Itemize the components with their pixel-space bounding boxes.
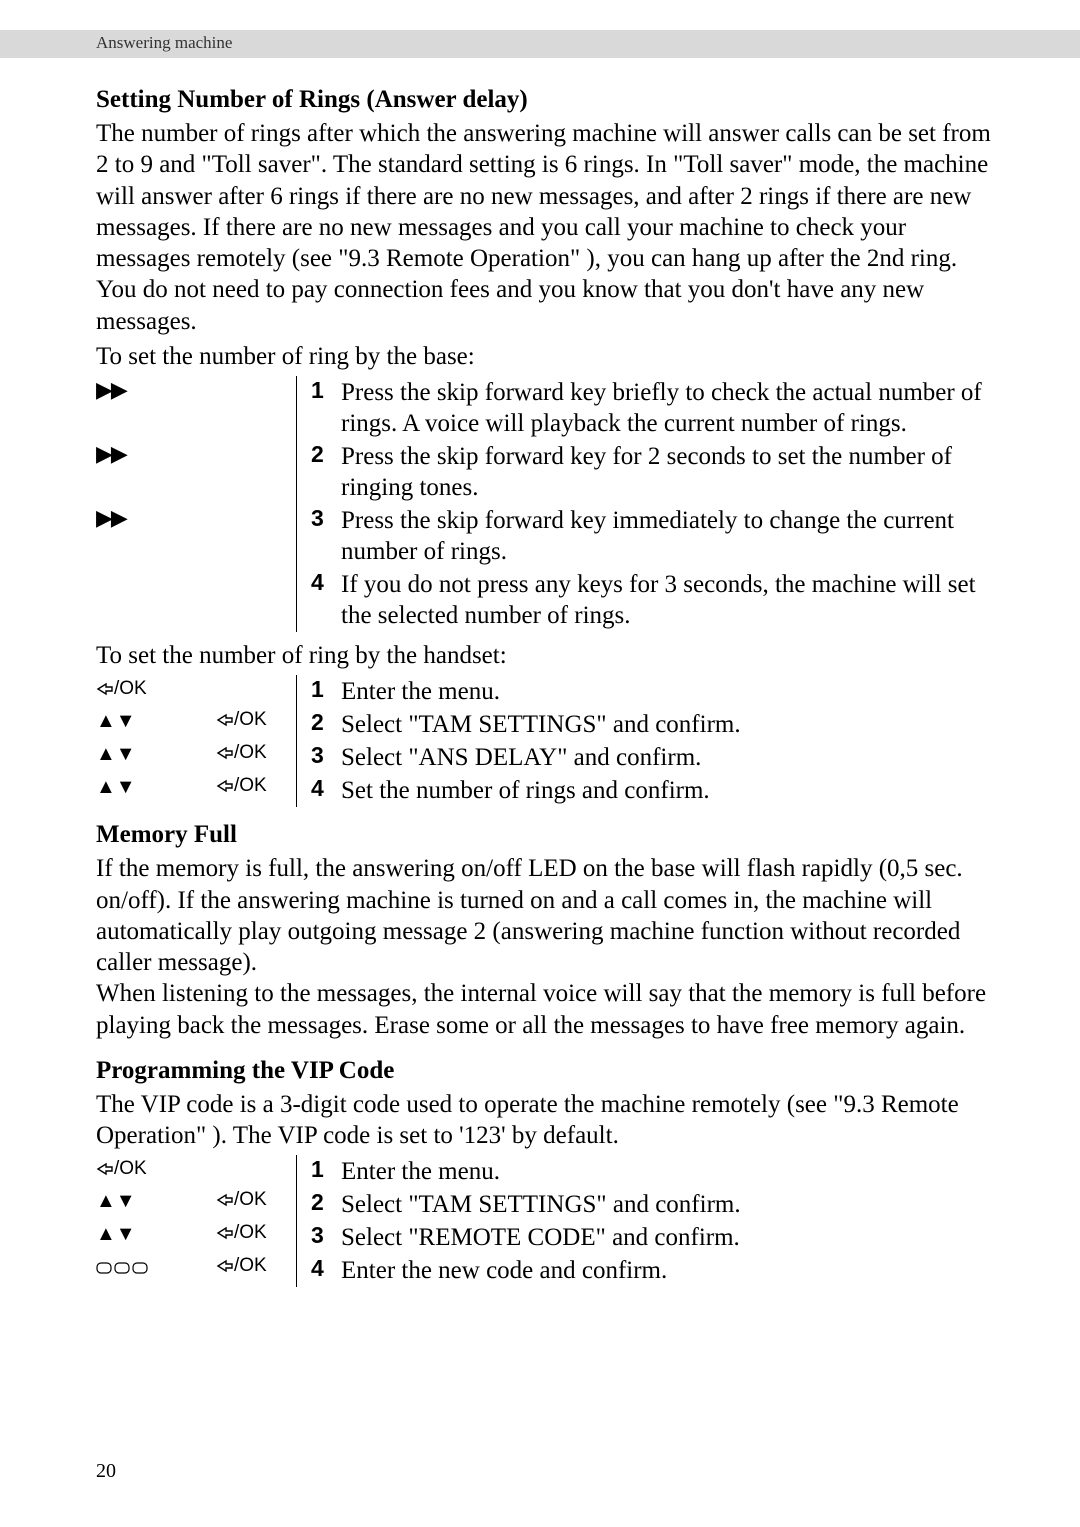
step-row: ▲▼ /OK 2 Select "TAM SETTINGS" and confi… bbox=[96, 1188, 741, 1221]
section-title-vip-code: Programming the VIP Code bbox=[96, 1057, 996, 1085]
para-answer-delay: The number of rings after which the answ… bbox=[96, 118, 996, 337]
step-text: Press the skip forward key for 2 seconds… bbox=[341, 440, 996, 504]
step-number: 2 bbox=[311, 440, 341, 504]
para-vip-code: The VIP code is a 3-digit code used to o… bbox=[96, 1089, 996, 1152]
steps-vip: /OK 1 Enter the menu. ▲▼ /OK 2 Select "T… bbox=[96, 1155, 741, 1287]
step-row: /OK 1 Enter the menu. bbox=[96, 1155, 741, 1188]
step-number: 4 bbox=[311, 1254, 341, 1287]
step-number: 2 bbox=[311, 1188, 341, 1221]
step-text: Enter the menu. bbox=[341, 1155, 741, 1188]
step-text: Set the number of rings and confirm. bbox=[341, 774, 741, 807]
step-text: If you do not press any keys for 3 secon… bbox=[341, 568, 996, 632]
step-text: Enter the new code and confirm. bbox=[341, 1254, 741, 1287]
page-content: Setting Number of Rings (Answer delay) T… bbox=[96, 74, 996, 1293]
step-text: Select "ANS DELAY" and confirm. bbox=[341, 741, 741, 774]
step-number: 1 bbox=[311, 376, 341, 440]
steps-handset: /OK 1 Enter the menu. ▲▼ /OK 2 Select "T… bbox=[96, 675, 741, 807]
step-number: 4 bbox=[311, 568, 341, 632]
steps-base: ▶▶ 1 Press the skip forward key briefly … bbox=[96, 376, 996, 632]
step-number: 3 bbox=[311, 741, 341, 774]
step-row: ▲▼ /OK 3 Select "REMOTE CODE" and confir… bbox=[96, 1221, 741, 1254]
menu-ok-icon: /OK bbox=[216, 774, 297, 807]
step-number: 1 bbox=[311, 675, 341, 708]
lead-base: To set the number of ring by the base: bbox=[96, 341, 996, 372]
step-text: Select "TAM SETTINGS" and confirm. bbox=[341, 708, 741, 741]
step-text: Enter the menu. bbox=[341, 675, 741, 708]
skip-forward-icon: ▶▶ bbox=[96, 504, 297, 568]
step-row: ▲▼ /OK 4 Set the number of rings and con… bbox=[96, 774, 741, 807]
section-title-answer-delay: Setting Number of Rings (Answer delay) bbox=[96, 86, 996, 114]
step-number: 1 bbox=[311, 1155, 341, 1188]
up-down-icon: ▲▼ bbox=[96, 741, 216, 774]
step-row: ▶▶ 2 Press the skip forward key for 2 se… bbox=[96, 440, 996, 504]
para-memory-full: If the memory is full, the answering on/… bbox=[96, 853, 996, 1041]
up-down-icon: ▲▼ bbox=[96, 708, 216, 741]
up-down-icon: ▲▼ bbox=[96, 1188, 216, 1221]
title-part-b: (Answer delay) bbox=[366, 86, 527, 113]
skip-forward-icon: ▶▶ bbox=[96, 440, 297, 504]
step-number: 2 bbox=[311, 708, 341, 741]
step-row: ▲▼ /OK 3 Select "ANS DELAY" and confirm. bbox=[96, 741, 741, 774]
step-number: 4 bbox=[311, 774, 341, 807]
menu-ok-icon: /OK bbox=[216, 1188, 297, 1221]
step-row: /OK 1 Enter the menu. bbox=[96, 675, 741, 708]
title-part-a: Setting Number of Rings bbox=[96, 86, 366, 113]
menu-ok-icon: /OK bbox=[216, 708, 297, 741]
step-row: 4 If you do not press any keys for 3 sec… bbox=[96, 568, 996, 632]
step-number: 3 bbox=[311, 1221, 341, 1254]
step-row: /OK 4 Enter the new code and confirm. bbox=[96, 1254, 741, 1287]
up-down-icon: ▲▼ bbox=[96, 1221, 216, 1254]
header-section-label: Answering machine bbox=[96, 33, 232, 53]
step-row: ▶▶ 1 Press the skip forward key briefly … bbox=[96, 376, 996, 440]
page-number: 20 bbox=[96, 1460, 116, 1483]
menu-ok-icon: /OK bbox=[216, 1221, 297, 1254]
step-number: 3 bbox=[311, 504, 341, 568]
menu-ok-icon: /OK bbox=[216, 741, 297, 774]
menu-ok-icon: /OK bbox=[216, 1254, 297, 1287]
section-title-memory-full: Memory Full bbox=[96, 821, 996, 849]
menu-ok-icon: /OK bbox=[96, 1155, 216, 1188]
step-text: Press the skip forward key immediately t… bbox=[341, 504, 996, 568]
step-row: ▲▼ /OK 2 Select "TAM SETTINGS" and confi… bbox=[96, 708, 741, 741]
menu-ok-icon: /OK bbox=[96, 675, 216, 708]
step-text: Select "REMOTE CODE" and confirm. bbox=[341, 1221, 741, 1254]
lead-handset: To set the number of ring by the handset… bbox=[96, 640, 996, 671]
step-text: Press the skip forward key briefly to ch… bbox=[341, 376, 996, 440]
step-row: ▶▶ 3 Press the skip forward key immediat… bbox=[96, 504, 996, 568]
skip-forward-icon: ▶▶ bbox=[96, 376, 297, 440]
step-text: Select "TAM SETTINGS" and confirm. bbox=[341, 1188, 741, 1221]
keypad-icon bbox=[96, 1254, 216, 1287]
up-down-icon: ▲▼ bbox=[96, 774, 216, 807]
